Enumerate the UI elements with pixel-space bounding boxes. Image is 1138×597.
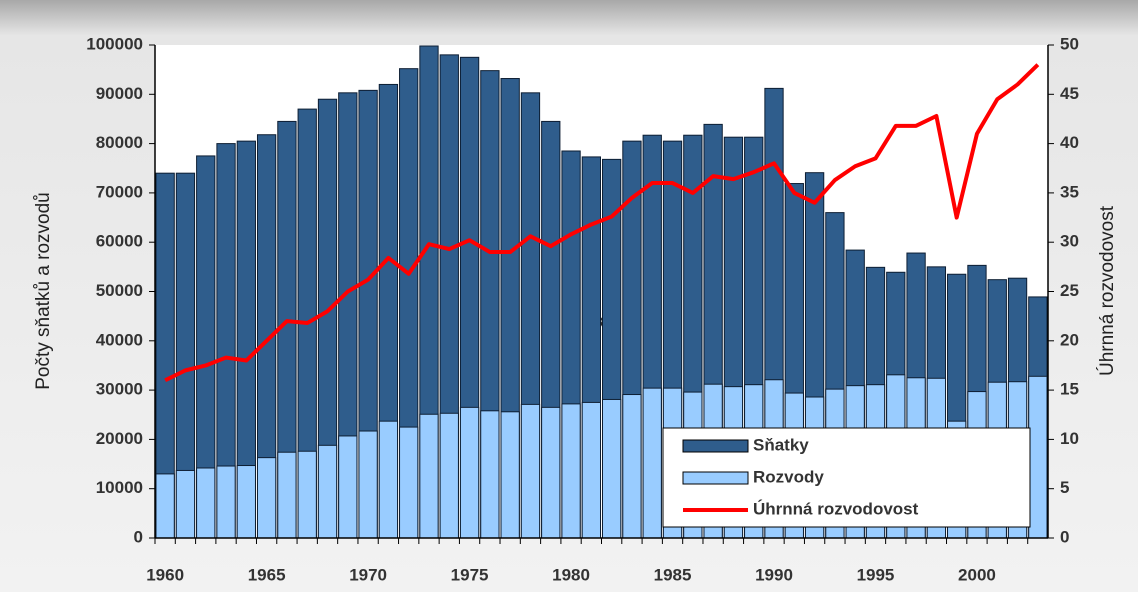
y2-tick-label: 30 — [1060, 232, 1079, 251]
y2-tick-label: 35 — [1060, 182, 1079, 201]
x-tick-label: 1995 — [857, 565, 895, 584]
y2-tick-label: 45 — [1060, 84, 1079, 103]
bar — [338, 435, 358, 539]
y2-axis-title: Úhrnná rozvodovost — [1096, 205, 1118, 376]
bar — [541, 406, 561, 539]
x-tick-label: 1975 — [451, 565, 489, 584]
y2-tick-label: 15 — [1060, 380, 1079, 399]
bar — [155, 473, 175, 539]
bar — [520, 403, 541, 539]
bar — [256, 457, 277, 539]
y-axis-title: Počty sňatků a rozvodů — [33, 192, 54, 390]
y-tick-label: 40000 — [96, 330, 143, 349]
legend-swatch — [682, 471, 749, 485]
y-tick-label: 60000 — [96, 232, 143, 251]
bar — [642, 387, 662, 539]
y2-tick-label: 50 — [1060, 34, 1079, 53]
y-tick-label: 30000 — [96, 380, 143, 399]
legend-label: Úhrnná rozvodovost — [753, 499, 919, 518]
bar — [196, 467, 216, 539]
y2-tick-label: 20 — [1060, 330, 1079, 349]
y-tick-label: 20000 — [96, 429, 143, 448]
x-tick-label: 1985 — [654, 565, 692, 584]
bar — [277, 451, 297, 539]
bar — [216, 465, 236, 539]
legend-label: Rozvody — [753, 467, 824, 486]
bar — [500, 411, 520, 539]
y-tick-label: 0 — [134, 527, 143, 546]
bar — [480, 410, 500, 539]
bar — [581, 401, 601, 539]
y2-tick-label: 5 — [1060, 478, 1069, 497]
legend-swatch — [682, 439, 749, 453]
bar — [439, 412, 459, 539]
x-tick-label: 1960 — [146, 565, 184, 584]
x-tick-label: 1965 — [248, 565, 286, 584]
x-tick-label: 1970 — [349, 565, 387, 584]
bar — [459, 406, 480, 539]
bar — [236, 465, 256, 539]
y2-tick-label: 10 — [1060, 429, 1079, 448]
x-tick-label: 1980 — [552, 565, 590, 584]
y-tick-label: 80000 — [96, 133, 143, 152]
y-tick-label: 50000 — [96, 281, 143, 300]
y2-tick-label: 40 — [1060, 133, 1079, 152]
line — [164, 63, 1040, 383]
bar — [358, 430, 378, 539]
y-tick-label: 70000 — [96, 182, 143, 201]
bar — [1028, 375, 1048, 539]
bar — [317, 444, 338, 539]
bar — [399, 426, 419, 539]
bar — [622, 394, 642, 539]
bar — [561, 403, 581, 539]
x-tick-label: 2000 — [958, 565, 996, 584]
y-tick-label: 10000 — [96, 478, 143, 497]
bar — [378, 420, 399, 539]
x-tick-label: 1990 — [755, 565, 793, 584]
legend-label: Sňatky — [753, 435, 809, 454]
y-tick-label: 100000 — [86, 34, 143, 53]
bar — [175, 469, 196, 539]
y2-tick-label: 25 — [1060, 281, 1079, 300]
bar — [297, 450, 317, 539]
bar — [419, 413, 439, 539]
bar — [602, 398, 622, 539]
y-tick-label: 90000 — [96, 84, 143, 103]
y2-tick-label: 0 — [1060, 527, 1069, 546]
